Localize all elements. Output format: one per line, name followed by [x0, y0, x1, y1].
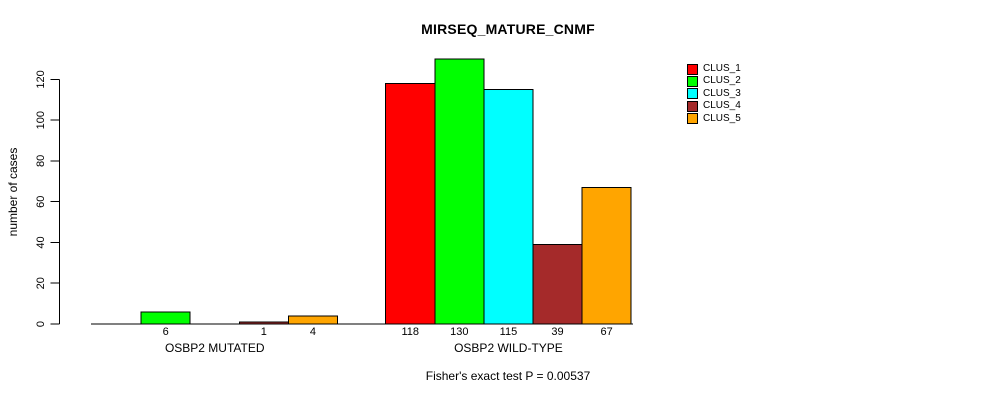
bar-clus_4-group1: [238, 321, 289, 325]
y-tick-label: 20: [35, 277, 47, 289]
legend-item: CLUS_4: [687, 100, 741, 112]
legend-swatch: [687, 100, 698, 112]
y-tick-label: 60: [35, 196, 47, 208]
legend-label: CLUS_4: [703, 100, 741, 112]
bar-value-label: 130: [450, 326, 468, 338]
legend-item: CLUS_5: [687, 113, 741, 125]
bar-clus_5-group2: [581, 186, 632, 325]
legend-swatch: [687, 113, 698, 125]
bar-value-label: 1: [261, 326, 267, 338]
bar-value-label: 118: [401, 326, 419, 338]
legend-label: CLUS_2: [703, 75, 741, 87]
bar-clus_3-group2: [483, 89, 534, 325]
y-tick-label: 0: [35, 321, 47, 327]
legend-item: CLUS_3: [687, 88, 741, 100]
bar-value-label: 67: [601, 326, 613, 338]
chart-title: MIRSEQ_MATURE_CNMF: [421, 21, 595, 37]
y-tick-label: 80: [35, 155, 47, 167]
legend-label: CLUS_3: [703, 87, 741, 99]
bar-clus_5-group1: [287, 315, 338, 325]
legend: CLUS_1 CLUS_2 CLUS_3 CLUS_4 CLUS_5: [687, 63, 741, 125]
bar-clus_1-group2: [385, 82, 436, 325]
group-label: OSBP2 MUTATED: [165, 341, 265, 355]
y-tick-label: 40: [35, 236, 47, 248]
y-tick-label: 100: [35, 111, 47, 129]
legend-swatch: [687, 63, 698, 75]
fisher-test-annotation: Fisher's exact test P = 0.00537: [425, 369, 591, 383]
bar-clus_2-group1: [140, 311, 191, 325]
bar-value-label: 39: [551, 326, 563, 338]
legend-swatch: [687, 76, 698, 88]
legend-swatch: [687, 88, 698, 100]
legend-label: CLUS_1: [703, 63, 741, 74]
legend-label: CLUS_5: [703, 112, 741, 124]
bar-clus_4-group2: [532, 243, 583, 325]
group-label: OSBP2 WILD-TYPE: [454, 341, 563, 355]
bar-value-label: 6: [163, 326, 169, 338]
bar-value-label: 115: [500, 326, 518, 338]
legend-item: CLUS_2: [687, 75, 741, 88]
legend-item: CLUS_1: [687, 63, 741, 75]
y-tick-label: 120: [35, 70, 47, 88]
bar-clus_2-group2: [434, 58, 485, 325]
bar-value-label: 4: [310, 326, 316, 338]
